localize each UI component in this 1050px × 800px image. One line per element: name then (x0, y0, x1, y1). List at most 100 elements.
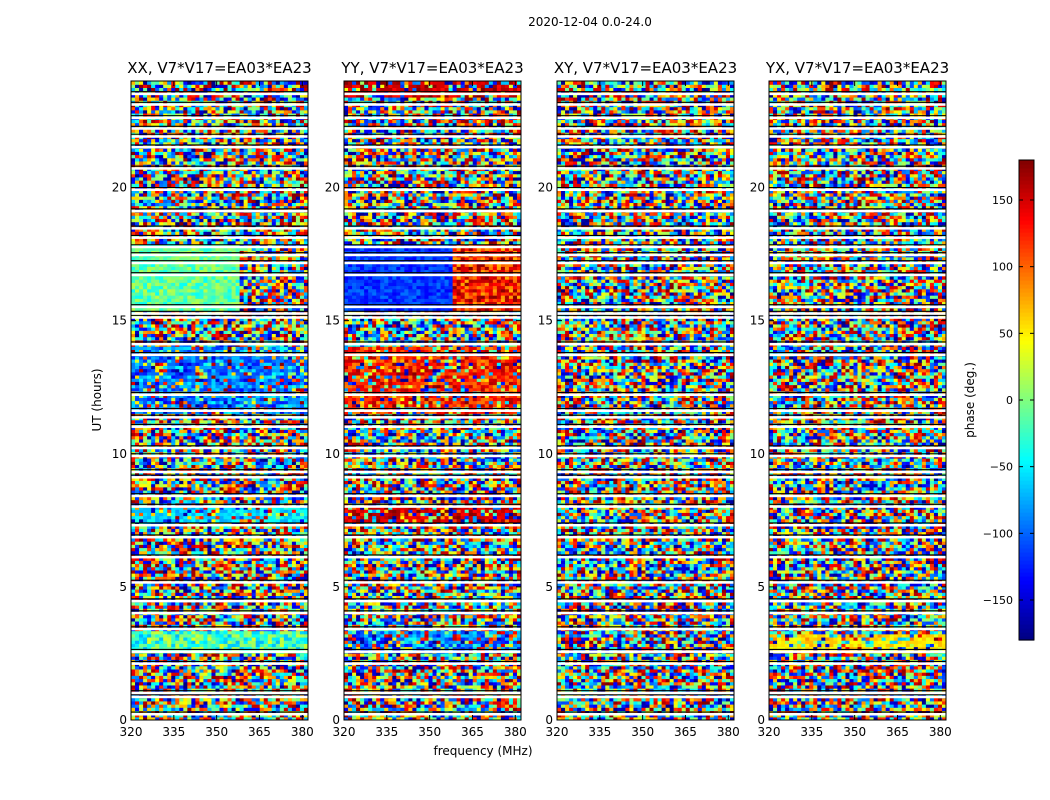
x-tick-label: 380 (929, 725, 952, 739)
colorbar-segment (1019, 248, 1034, 253)
flag-gap (769, 236, 946, 239)
flag-gap (131, 245, 308, 249)
flag-gap (769, 103, 946, 106)
flag-gap (769, 409, 946, 412)
colorbar-segment (1019, 240, 1034, 245)
flag-gap (557, 494, 734, 498)
colorbar-segment (1019, 588, 1034, 593)
flag-gap (557, 555, 734, 559)
colorbar-label: phase (deg.) (963, 362, 977, 438)
flag-gap (344, 273, 521, 277)
panel-yx: YX, V7*V17=EA03*EA23 320 335 350 365 380 0 5 10 1… (750, 59, 952, 739)
flag-gap (557, 167, 734, 170)
flag-gap (769, 92, 946, 96)
colorbar-segment (1019, 376, 1034, 381)
flag-gap (557, 135, 734, 138)
colorbar-segment (1019, 456, 1034, 461)
colorbar-segment (1019, 396, 1034, 401)
flag-gap (131, 353, 308, 357)
panel-xx: XX, V7*V17=EA03*EA23 320 335 350 365 380 0 5 10 1… (112, 59, 314, 739)
heatmap-cells (344, 81, 521, 720)
colorbar-segment (1019, 464, 1034, 469)
colorbar-segment (1019, 448, 1034, 453)
flag-gap (131, 273, 308, 277)
colorbar-segment (1019, 316, 1034, 321)
flag-gap (769, 555, 946, 559)
colorbar-segment (1019, 208, 1034, 213)
x-tick-label: 335 (588, 725, 611, 739)
colorbar-segment (1019, 592, 1034, 597)
colorbar-segment (1019, 520, 1034, 525)
flag-gap (344, 535, 521, 539)
flag-gap (344, 342, 521, 346)
colorbar-segment (1019, 508, 1034, 513)
x-tick-label: 320 (758, 725, 781, 739)
colorbar-segment (1019, 200, 1034, 205)
flag-gap (557, 416, 734, 419)
colorbar-segment (1019, 296, 1034, 301)
flag-gap (344, 316, 521, 319)
colorbar-segment (1019, 636, 1034, 641)
colorbar-segment (1019, 580, 1034, 585)
flag-gap (769, 135, 946, 138)
colorbar-segment (1019, 204, 1034, 209)
colorbar-tick-label: 100 (992, 261, 1013, 274)
panel-frame (556, 80, 735, 721)
colorbar-segment (1019, 420, 1034, 425)
flag-gap (769, 662, 946, 665)
flag-gap (344, 425, 521, 428)
flag-gap (131, 611, 308, 615)
colorbar-segment (1019, 572, 1034, 577)
y-tick-label: 10 (538, 447, 553, 461)
colorbar-segment (1019, 492, 1034, 497)
flag-gap (557, 409, 734, 412)
y-tick-label: 15 (112, 314, 127, 328)
flag-gap (344, 245, 521, 249)
flag-gap (131, 305, 308, 309)
flag-gap (769, 167, 946, 170)
x-tick-label: 380 (291, 725, 314, 739)
flag-gap (557, 662, 734, 665)
colorbar-segment (1019, 552, 1034, 557)
flag-gap (131, 135, 308, 138)
flag-gap (769, 454, 946, 458)
colorbar-segment (1019, 400, 1034, 405)
colorbar-segment (1019, 284, 1034, 289)
colorbar-segment (1019, 624, 1034, 629)
colorbar-segment (1019, 612, 1034, 617)
y-tick-label: 5 (545, 580, 553, 594)
colorbar-segment (1019, 568, 1034, 573)
flag-gap (344, 476, 521, 479)
colorbar-segment (1019, 300, 1034, 305)
x-tick-label: 350 (418, 725, 441, 739)
flag-gap (344, 116, 521, 120)
y-tick-label: 10 (112, 447, 127, 461)
colorbar-segment (1019, 168, 1034, 173)
colorbar-segment (1019, 608, 1034, 613)
flag-gap (131, 599, 308, 603)
colorbar-segment (1019, 620, 1034, 625)
flag-gap (557, 227, 734, 230)
x-tick-label: 320 (333, 725, 356, 739)
flag-gap (131, 416, 308, 419)
flag-gap (557, 523, 734, 527)
flag-gap (131, 662, 308, 665)
y-tick-label: 10 (750, 447, 765, 461)
flag-gap (344, 312, 521, 315)
y-tick-label: 5 (757, 580, 765, 594)
colorbar-segment (1019, 512, 1034, 517)
colorbar-segment (1019, 244, 1034, 249)
flag-gap (557, 611, 734, 615)
flag-gap (344, 253, 521, 257)
colorbar-segment (1019, 328, 1034, 333)
panel-yy: YY, V7*V17=EA03*EA23 320 335 350 365 380 0 5 10 1… (325, 59, 527, 739)
colorbar-segment (1019, 528, 1034, 533)
x-tick-label: 365 (248, 725, 271, 739)
y-tick-label: 5 (332, 580, 340, 594)
colorbar-segment (1019, 604, 1034, 609)
flag-gap (344, 227, 521, 230)
colorbar-segment (1019, 632, 1034, 637)
colorbar-tick-label: 150 (992, 194, 1013, 207)
colorbar-segment (1019, 500, 1034, 505)
